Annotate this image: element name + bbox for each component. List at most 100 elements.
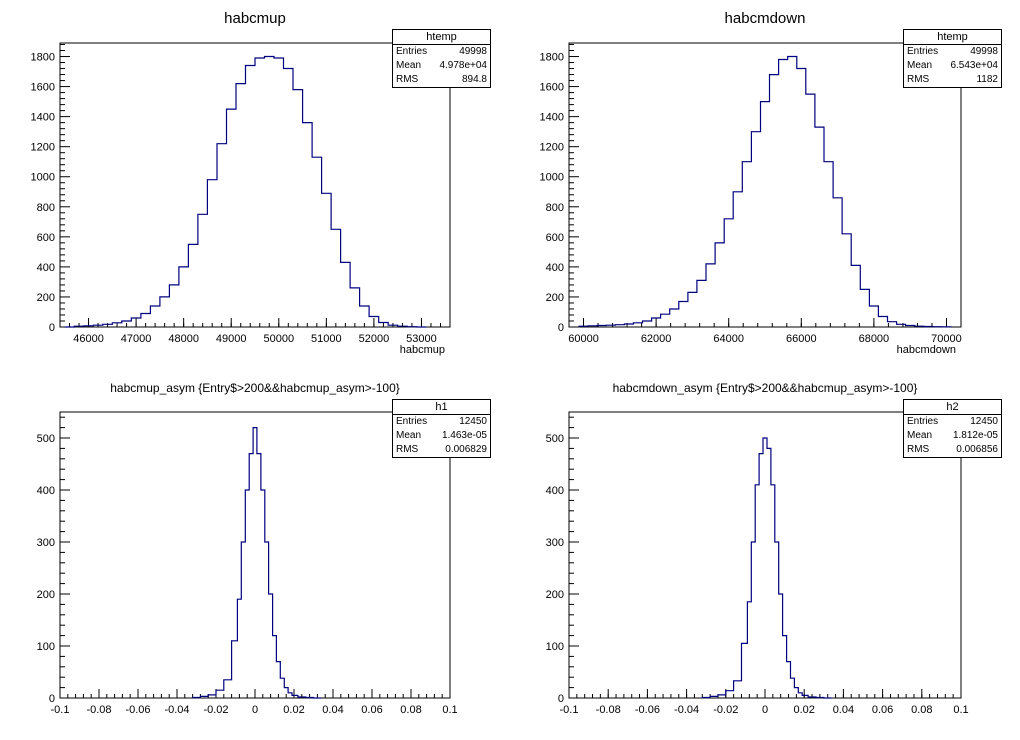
x-tick-label: 66000 [786,333,817,345]
histogram-habcmdown: 0 200 400 600 800 1000 1200 1400 1600 1800 60000 62… [540,42,962,356]
y-tick-label: 200 [546,292,564,304]
y-tick-label: 200 [37,589,55,601]
x-axis-label: habcmup [400,344,445,356]
plot-frame [59,42,451,328]
y-tick-label: 600 [546,232,564,244]
pad-habcmdown: habcmdown 0 200 400 600 800 1000 1200 1400 1600 1… [510,0,1020,365]
rms-label: RMS [396,74,419,85]
y-tick-label: 1800 [31,52,55,64]
y-tick-label: 1600 [31,82,55,94]
x-tick-label: 0.08 [911,704,932,716]
x-axis-label: habcmdown [897,344,956,356]
y-tick-label: 100 [37,641,55,653]
x-tick-label: 52000 [359,333,390,345]
x-tick-label: 0 [252,704,258,716]
mean-value: 6.543e+04 [950,60,998,71]
rms-value: 1182 [976,74,998,85]
rms-label: RMS [396,444,419,455]
rms-value: 0.006856 [956,444,998,455]
stats-name: h1 [393,400,490,415]
x-tick-label: -0.04 [674,704,699,716]
x-tick-label: 0.06 [361,704,382,716]
x-tick-label: -0.02 [203,704,228,716]
stats-name: htemp [393,30,490,45]
x-tick-label: 46000 [73,333,104,345]
x-tick-label: 0 [762,704,768,716]
stats-box: h2 Entries 12450 Mean 1.812e-05 RMS 0.00685… [903,399,1002,458]
histogram-series-line [578,55,952,328]
entries-value: 49998 [459,46,487,57]
y-tick-label: 1400 [540,112,564,124]
x-tick-label: 47000 [121,333,152,345]
histogram-habcmup-asym: 0 100 200 300 400 500 -0.1 -0.08 -0.06 -0.04 -0.02… [37,411,458,716]
plot-title: habcmdown_asym {Entry$>200&&habcmup_asym… [612,381,918,395]
x-tick-label: 0.02 [793,704,814,716]
x-tick-label: 0.1 [442,704,457,716]
y-tick-label: 0 [558,693,564,705]
entries-label: Entries [907,46,939,57]
histogram-habcmup: 0 200 400 600 800 1000 1200 1400 1600 1800 46000 47… [31,42,451,356]
x-tick-label: 0.02 [283,704,304,716]
y-tick-label: 200 [37,292,55,304]
mean-value: 1.463e-05 [441,430,487,441]
histogram-series-line [192,427,322,699]
mean-label: Mean [907,430,933,441]
x-tick-label: 49000 [216,333,247,345]
plot-title: habcmup [224,10,286,27]
x-tick-label: -0.1 [51,704,70,716]
x-tick-label: 0.06 [872,704,893,716]
x-tick-label: 60000 [568,333,599,345]
mean-value: 4.978e+04 [439,60,487,71]
pad-habcmdown-asym: habcmdown_asym {Entry$>200&&habcmup_asym… [510,370,1020,740]
y-tick-label: 200 [546,589,564,601]
x-tick-label: -0.08 [596,704,621,716]
y-tick-label: 600 [37,232,55,244]
y-tick-label: 1200 [31,142,55,154]
y-tick-label: 100 [546,641,564,653]
x-tick-label: 70000 [931,333,962,345]
rms-value: 894.8 [461,74,487,85]
y-tick-label: 1600 [540,82,564,94]
entries-value: 12450 [459,416,487,427]
stats-box: htemp Entries 49998 Mean 6.543e+04 RMS 1182 [903,29,1002,88]
x-tick-label: 64000 [713,333,744,345]
x-tick-label: 48000 [168,333,199,345]
mean-label: Mean [396,430,422,441]
stats-name: htemp [904,30,1001,45]
plot-title: habcmup_asym {Entry$>200&&habcmup_asym>-… [110,381,400,395]
y-tick-label: 1000 [540,172,564,184]
x-tick-label: -0.1 [560,704,579,716]
mean-label: Mean [396,60,422,71]
y-tick-label: 0 [49,322,55,334]
y-tick-label: 400 [546,262,564,274]
x-tick-label: 51000 [311,333,342,345]
y-tick-label: 400 [37,485,55,497]
entries-value: 12450 [970,416,998,427]
histogram-habcmdown-asym: 0 100 200 300 400 500 -0.1 -0.08 -0.06 -0.04 -0.02… [546,411,969,716]
y-tick-label: 800 [546,202,564,214]
x-tick-label: -0.06 [125,704,150,716]
rms-label: RMS [907,74,930,85]
x-tick-label: 0.04 [833,704,854,716]
y-tick-label: 300 [546,537,564,549]
x-tick-label: 0.04 [322,704,343,716]
pad-habcmup-asym: habcmup_asym {Entry$>200&&habcmup_asym>-… [0,370,510,740]
mean-label: Mean [907,60,933,71]
x-tick-label: 0.08 [400,704,421,716]
x-tick-label: -0.02 [713,704,738,716]
plot-frame [568,42,962,328]
y-tick-label: 0 [558,322,564,334]
entries-value: 49998 [970,46,998,57]
x-tick-label: 68000 [859,333,890,345]
y-tick-label: 1200 [540,142,564,154]
stats-name: h2 [904,400,1001,415]
x-tick-label: -0.04 [164,704,189,716]
y-tick-label: 1800 [540,52,564,64]
pad-habcmup: habcmup 0 200 400 600 800 1000 1200 1400 1600 180… [0,0,510,365]
y-tick-label: 300 [37,537,55,549]
stats-box: h1 Entries 12450 Mean 1.463e-05 RMS 0.00682… [392,399,491,458]
x-tick-label: -0.08 [86,704,111,716]
x-tick-label: 0.1 [953,704,968,716]
entries-label: Entries [396,46,428,57]
y-tick-label: 500 [37,433,55,445]
